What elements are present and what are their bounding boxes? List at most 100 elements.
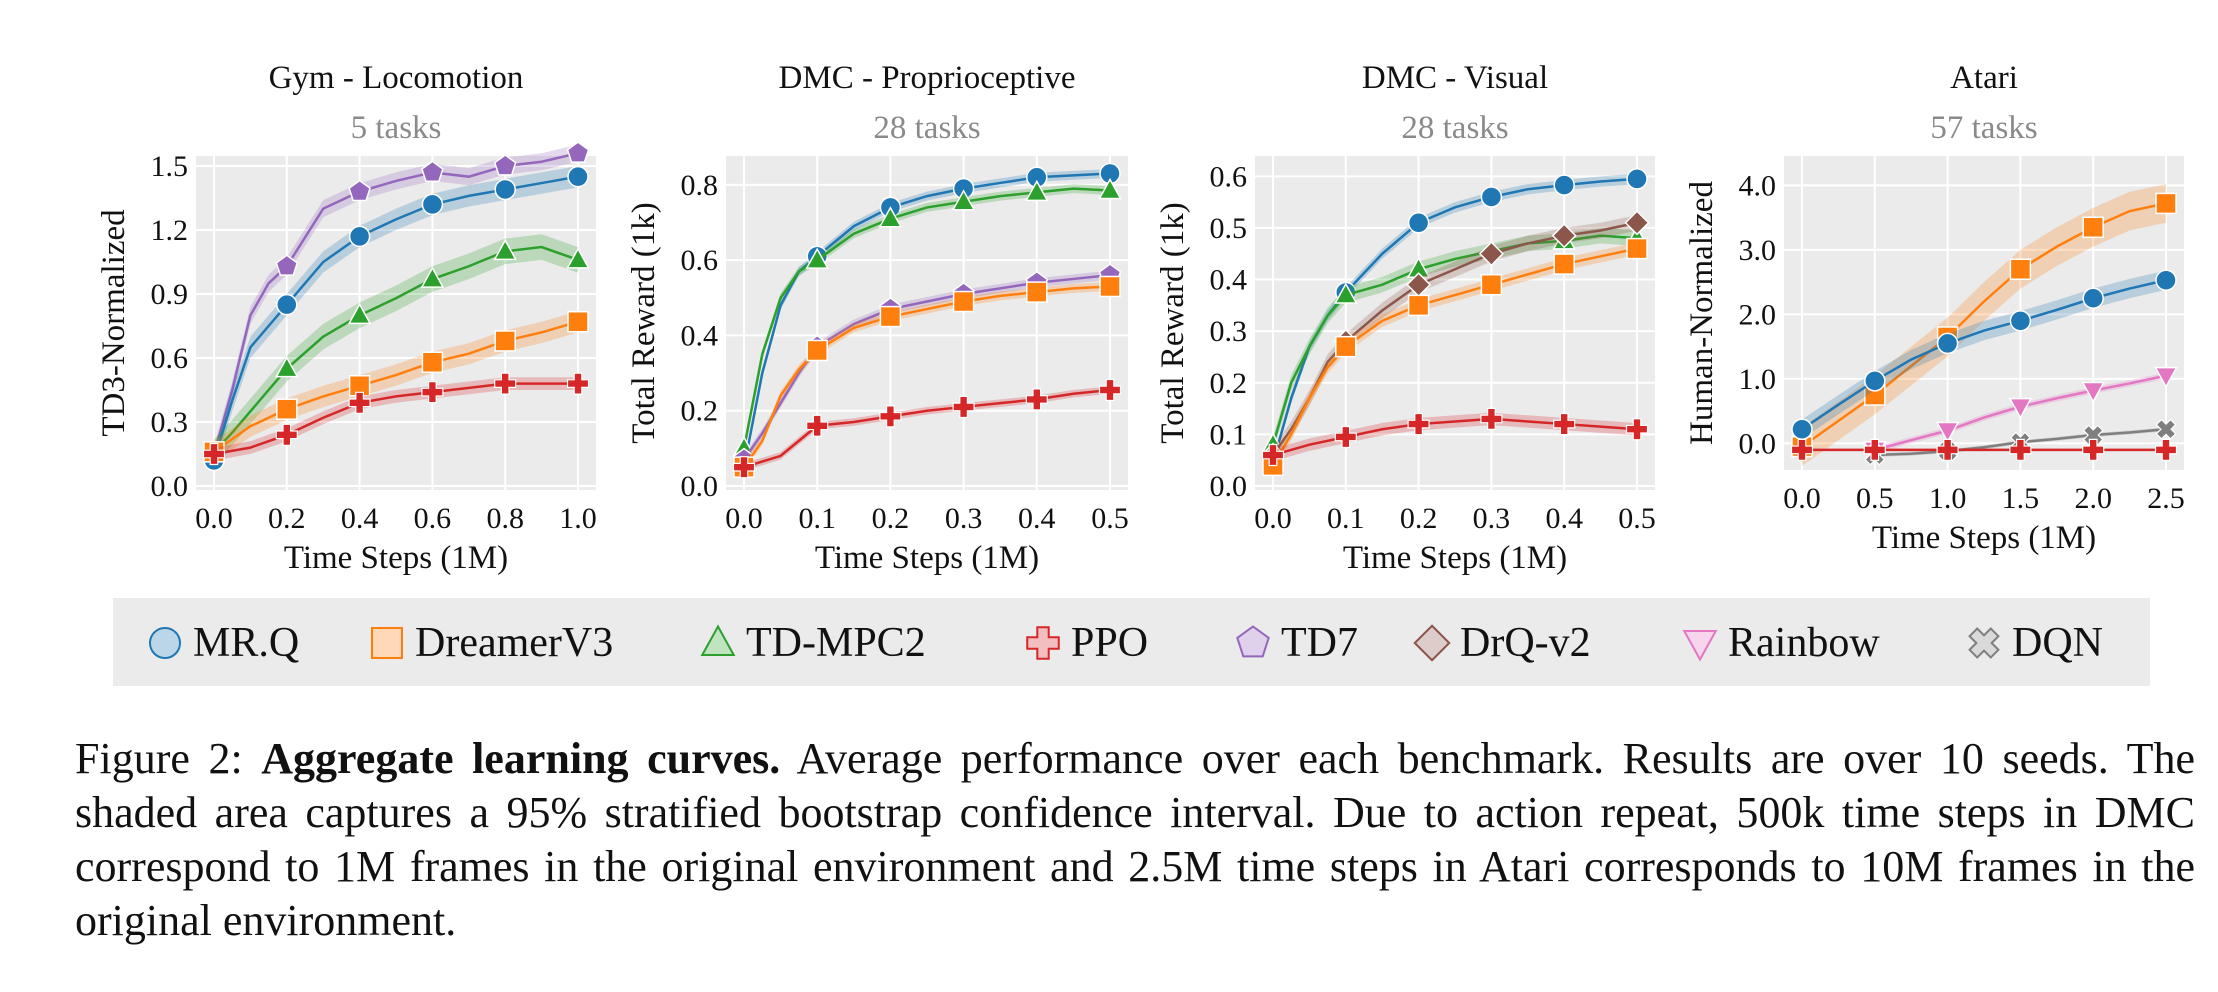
data-point (348, 391, 371, 414)
panel-atari: 0.0 0.5 1.0 1.5 2.0 2.5 0.0 1.0 2.0 3.0 4.0 Atari 57… (1684, 60, 2185, 556)
confidence-band (1802, 184, 2166, 466)
data-point (1626, 237, 1648, 260)
y-tick-label: 0.9 (151, 278, 189, 311)
data-point (2008, 397, 2033, 420)
legend-item-drq-v2: DrQ-v2 (1413, 620, 1591, 666)
data-point (1480, 407, 1503, 431)
data-point (421, 351, 444, 374)
chart-title: Atari (1950, 60, 2018, 96)
data-point (1025, 388, 1048, 411)
legend: MR.Q DreamerV3 TD-MPC2 PPO TD7 DrQ-v2 Rainbow D… (113, 598, 2150, 686)
data-point (566, 141, 590, 163)
series-line (213, 382, 578, 456)
data-point (2154, 366, 2178, 389)
data-point (1480, 186, 1503, 208)
x-tick-label: 2.0 (2074, 482, 2112, 515)
x-tick-label: 0.5 (1618, 502, 1656, 535)
data-point (1026, 281, 1048, 303)
x-tick-label: 0.3 (1473, 502, 1511, 535)
x-tick-label: 0.2 (872, 502, 910, 535)
y-tick-label: 1.2 (151, 214, 189, 247)
legend-marker-circle (149, 627, 181, 659)
confidence-band (214, 166, 578, 472)
legend-item-rainbow: Rainbow (1682, 620, 1880, 666)
data-point (2082, 216, 2104, 239)
caption-text: Average performance over each benchmark.… (75, 734, 2195, 945)
chart-subtitle: 5 tasks (351, 110, 442, 146)
legend-marker-triangle-down (1682, 630, 1718, 662)
data-point (566, 372, 590, 395)
x-tick-label: 1.0 (559, 502, 597, 535)
data-point (2082, 287, 2104, 310)
data-point (421, 160, 444, 183)
data-point (1098, 177, 1122, 200)
data-point (1334, 282, 1358, 304)
data-point (2081, 381, 2105, 404)
x-tick-label: 0.8 (486, 502, 524, 535)
data-point (1553, 253, 1575, 275)
series-line (1272, 417, 1638, 457)
x-tick-label: 0.4 (1018, 502, 1056, 535)
y-axis-label: TD3-Normalized (96, 209, 132, 437)
x-tick-label: 0.3 (945, 502, 983, 535)
legend-label: DrQ-v2 (1460, 620, 1591, 666)
data-point (1261, 443, 1285, 467)
data-point (202, 442, 226, 466)
panel-dmc-proprioceptive: 0.0 0.1 0.2 0.3 0.4 0.5 0.0 0.2 0.4 0.6 0.8 DMC - P… (626, 60, 1129, 576)
legend-item-td7: TD7 (1236, 620, 1358, 666)
data-point (1935, 421, 1960, 444)
x-axis-label: Time Steps (1M) (815, 540, 1039, 576)
y-tick-label: 3.0 (1739, 234, 1777, 267)
data-point (1025, 179, 1049, 202)
x-tick-label: 0.2 (1400, 502, 1438, 535)
data-point (1625, 418, 1649, 441)
data-point (1407, 212, 1430, 234)
x-tick-label: 0.1 (798, 502, 836, 535)
data-point (1334, 425, 1357, 449)
figure: 0.0 0.2 0.4 0.6 0.8 1.0 0.0 0.3 0.6 0.9 1.2 1.5 Gym … (96, 60, 2185, 686)
x-tick-label: 0.0 (195, 502, 233, 535)
data-point (2082, 438, 2105, 461)
legend-label: DQN (2012, 620, 2103, 666)
y-tick-label: 0.0 (681, 470, 719, 503)
legend-marker-x (1968, 627, 2000, 659)
y-tick-label: 0.3 (151, 406, 189, 439)
data-point (1790, 438, 1814, 461)
legend-item-td-mpc2: TD-MPC2 (700, 620, 926, 666)
x-tick-label: 0.5 (1856, 482, 1894, 515)
x-tick-label: 1.0 (1929, 482, 1967, 515)
data-point (952, 395, 975, 419)
data-point (567, 310, 589, 333)
data-point (567, 165, 589, 188)
series-ppo (732, 378, 1122, 479)
data-point (276, 398, 298, 420)
data-point (1626, 168, 1648, 190)
y-axis-label: Total Reward (1k) (626, 202, 662, 443)
data-point (2155, 269, 2177, 291)
y-tick-label: 0.2 (1210, 367, 1248, 400)
data-point (348, 225, 371, 248)
chart-subtitle: 28 tasks (873, 110, 980, 146)
data-point (1791, 418, 1813, 440)
y-tick-label: 1.0 (1739, 363, 1777, 396)
series-line (1801, 202, 2167, 448)
confidence-band (744, 184, 1110, 453)
data-point (421, 193, 444, 216)
legend-marker-triangle-up (700, 624, 736, 656)
x-tick-label: 0.5 (1091, 502, 1129, 535)
legend-label: MR.Q (193, 620, 299, 666)
legend-label: DreamerV3 (415, 620, 613, 666)
data-point (952, 290, 975, 313)
x-tick-label: 0.2 (268, 502, 306, 535)
y-tick-label: 0.6 (151, 342, 189, 375)
x-axis-label: Time Steps (1M) (1872, 520, 2096, 556)
legend-box (113, 598, 2150, 686)
data-point (2155, 418, 2177, 440)
chart-title: Gym - Locomotion (269, 60, 524, 96)
data-point (2009, 310, 2032, 332)
data-point (1407, 412, 1430, 436)
data-point (420, 266, 445, 288)
legend-label: PPO (1071, 620, 1148, 666)
plot-area (726, 156, 1128, 490)
confidence-band (744, 169, 1110, 472)
